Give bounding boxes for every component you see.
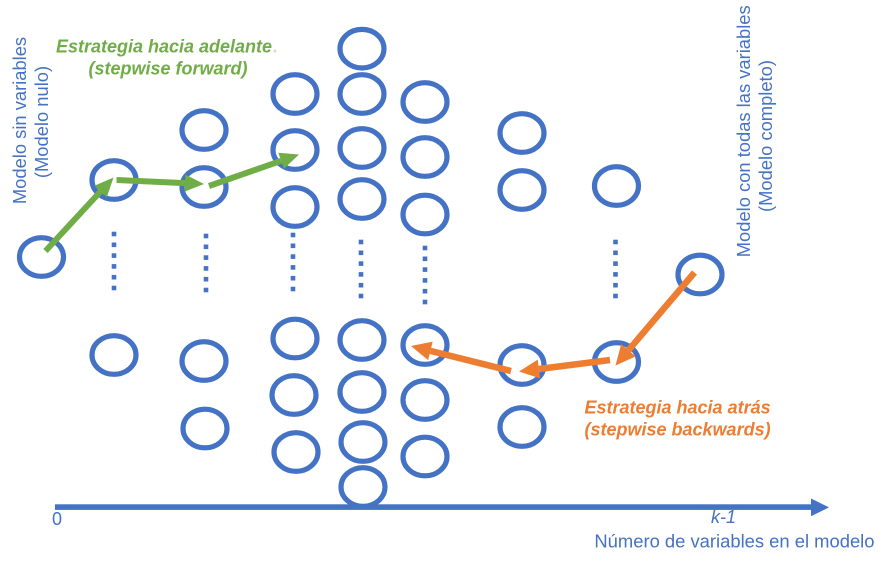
svg-text:Modelo sin variables: Modelo sin variables — [9, 37, 30, 204]
svg-text:Estrategia hacia atrás: Estrategia hacia atrás — [585, 398, 771, 418]
svg-text:Modelo con todas las variables: Modelo con todas las variables — [733, 5, 754, 257]
svg-text:0: 0 — [52, 509, 62, 529]
svg-text:Número de variables en el mode: Número de variables en el modelo — [594, 531, 874, 552]
svg-text:(Modelo nulo): (Modelo nulo) — [31, 66, 52, 178]
svg-text:Estrategia hacia adelante: Estrategia hacia adelante — [56, 37, 272, 57]
svg-text:(Modelo completo): (Modelo completo) — [755, 60, 776, 212]
svg-text:.: . — [273, 37, 278, 57]
svg-text:(stepwise backwards): (stepwise backwards) — [585, 420, 771, 440]
svg-text:(stepwise forward): (stepwise forward) — [88, 59, 247, 79]
svg-text:k-1: k-1 — [711, 507, 736, 527]
